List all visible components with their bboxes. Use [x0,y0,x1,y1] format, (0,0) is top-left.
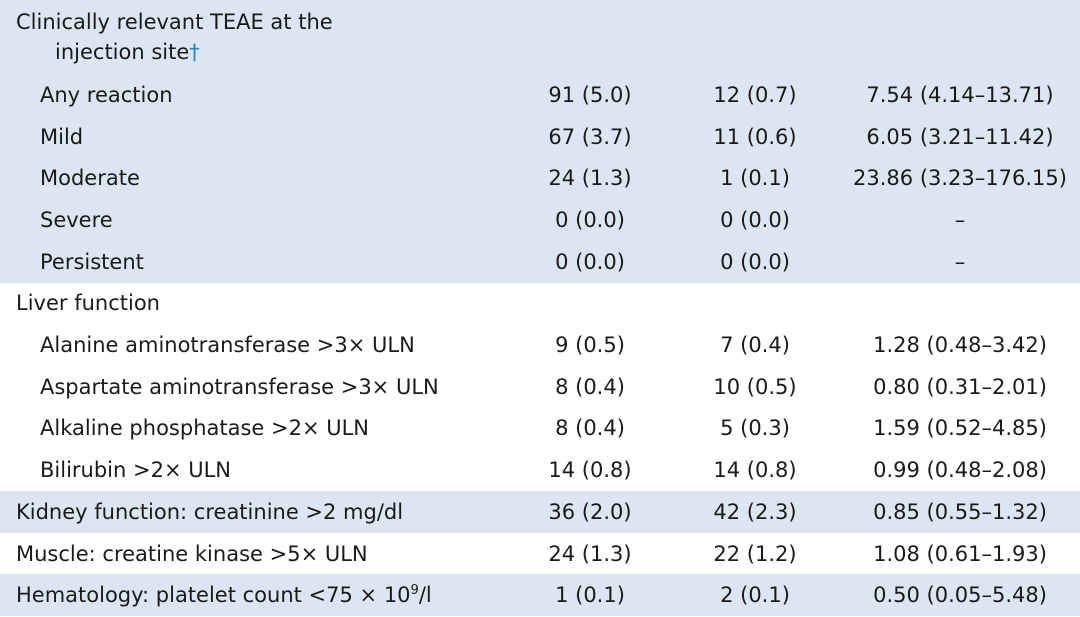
row-label: Mild [40,124,84,149]
section-title: injection site† [55,37,200,67]
cell: 0.99 (0.48–2.08) [873,458,1047,483]
section-title: Liver function [16,288,160,318]
cell: 22 (1.2) [713,541,797,566]
title-text: Muscle: creatine kinase >5× ULN [16,541,368,566]
cell: 14 (0.8) [548,458,632,483]
section-band [0,491,1080,533]
row-label: Bilirubin >2× ULN [40,458,232,483]
title-text: injection site [55,40,190,64]
row-label: Any reaction [40,82,173,107]
cell: 0.80 (0.31–2.01) [873,374,1047,399]
cell: 5 (0.3) [720,416,790,441]
row-label: Persistent [40,249,144,274]
cell: 10 (0.5) [713,374,797,399]
cell: 42 (2.3) [713,499,797,524]
section-title: Kidney function: creatinine >2 mg/dl [16,497,403,527]
cell: 0 (0.0) [555,207,625,232]
row-label: Moderate [40,166,140,191]
cell: 91 (5.0) [548,82,632,107]
title-text: Hematology: platelet count <75 × 10 [16,583,411,608]
section-title: Muscle: creatine kinase >5× ULN [16,539,368,569]
cell: 1.28 (0.48–3.42) [873,333,1047,358]
cell: 0 (0.0) [555,249,625,274]
cell: 24 (1.3) [548,166,632,191]
title-text: /l [418,583,432,608]
cell: 67 (3.7) [548,124,632,149]
cell: 14 (0.8) [713,458,797,483]
footnote-marker: † [189,40,200,64]
cell: – [954,249,966,274]
cell: – [954,207,966,232]
row-label: Aspartate aminotransferase >3× ULN [40,374,439,399]
cell: 8 (0.4) [555,416,625,441]
cell: 11 (0.6) [713,124,797,149]
cell: 0 (0.0) [720,249,790,274]
row-label: Severe [40,207,113,232]
cell: 0.85 (0.55–1.32) [873,499,1047,524]
cell: 9 (0.5) [555,333,625,358]
title-text: Liver function [16,291,160,316]
cell: 12 (0.7) [713,82,797,107]
cell: 1.59 (0.52–4.85) [873,416,1047,441]
cell: 2 (0.1) [720,583,790,608]
section-band [0,0,1080,283]
section-title: Hematology: platelet count <75 × 109/l [16,580,432,610]
cell: 24 (1.3) [548,541,632,566]
cell: 1 (0.1) [555,583,625,608]
cell: 8 (0.4) [555,374,625,399]
section-band [0,574,1080,617]
title-text: Kidney function: creatinine >2 mg/dl [16,499,404,524]
cell: 7 (0.4) [720,333,790,358]
cell: 0.50 (0.05–5.48) [873,583,1047,608]
section-title: Clinically relevant TEAE at the [16,7,333,37]
row-label: Alkaline phosphatase >2× ULN [40,416,370,441]
title-text: Clinically relevant TEAE at the [16,10,333,34]
row-label: Alanine aminotransferase >3× ULN [40,333,415,358]
cell: 36 (2.0) [548,499,632,524]
cell: 23.86 (3.23–176.15) [853,166,1067,191]
superscript: 9 [410,583,419,599]
cell: 7.54 (4.14–13.71) [866,82,1054,107]
cell: 6.05 (3.21–11.42) [866,124,1054,149]
cell: 1.08 (0.61–1.93) [873,541,1047,566]
cell: 1 (0.1) [720,166,790,191]
cell: 0 (0.0) [720,207,790,232]
